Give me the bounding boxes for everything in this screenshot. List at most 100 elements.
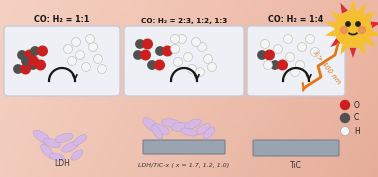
Circle shape bbox=[170, 35, 180, 44]
Circle shape bbox=[310, 47, 319, 56]
Ellipse shape bbox=[62, 142, 78, 152]
Circle shape bbox=[296, 61, 305, 70]
Text: LDH: LDH bbox=[54, 158, 70, 167]
Text: LDH/TiC-x ( x = 1.7, 1.2, 1.0): LDH/TiC-x ( x = 1.7, 1.2, 1.0) bbox=[138, 162, 229, 167]
Polygon shape bbox=[350, 0, 356, 10]
Ellipse shape bbox=[41, 144, 53, 158]
Circle shape bbox=[346, 22, 350, 26]
Polygon shape bbox=[325, 30, 336, 36]
FancyBboxPatch shape bbox=[247, 26, 345, 96]
Polygon shape bbox=[358, 44, 366, 55]
Circle shape bbox=[36, 60, 45, 70]
Circle shape bbox=[178, 35, 186, 44]
Polygon shape bbox=[366, 11, 376, 20]
Circle shape bbox=[187, 64, 197, 73]
Circle shape bbox=[208, 62, 217, 72]
Polygon shape bbox=[366, 38, 376, 47]
Circle shape bbox=[197, 42, 206, 52]
Text: TiC: TiC bbox=[290, 161, 302, 170]
Text: λ > 400 nm: λ > 400 nm bbox=[312, 49, 342, 85]
Polygon shape bbox=[325, 22, 336, 28]
Circle shape bbox=[284, 35, 293, 44]
Circle shape bbox=[341, 101, 350, 110]
Circle shape bbox=[263, 61, 273, 70]
Circle shape bbox=[265, 50, 274, 60]
FancyBboxPatch shape bbox=[253, 140, 339, 156]
Circle shape bbox=[76, 50, 85, 59]
Text: C: C bbox=[354, 113, 359, 122]
Circle shape bbox=[134, 51, 142, 59]
Circle shape bbox=[136, 40, 144, 48]
Polygon shape bbox=[350, 48, 356, 58]
Circle shape bbox=[192, 38, 200, 47]
Circle shape bbox=[297, 42, 307, 52]
Circle shape bbox=[305, 35, 314, 44]
Circle shape bbox=[163, 46, 172, 56]
Circle shape bbox=[358, 27, 366, 33]
Circle shape bbox=[291, 67, 299, 76]
Polygon shape bbox=[358, 3, 366, 14]
Ellipse shape bbox=[171, 122, 191, 132]
Circle shape bbox=[148, 61, 156, 69]
Circle shape bbox=[21, 64, 30, 74]
FancyBboxPatch shape bbox=[143, 140, 225, 154]
Polygon shape bbox=[341, 44, 348, 55]
Circle shape bbox=[22, 57, 30, 65]
Ellipse shape bbox=[43, 138, 60, 148]
Circle shape bbox=[14, 65, 22, 73]
Circle shape bbox=[38, 46, 47, 56]
Circle shape bbox=[98, 64, 107, 73]
Circle shape bbox=[170, 44, 180, 53]
Circle shape bbox=[141, 50, 150, 60]
Circle shape bbox=[71, 38, 81, 47]
Polygon shape bbox=[330, 38, 341, 47]
Circle shape bbox=[25, 50, 34, 60]
Circle shape bbox=[341, 127, 350, 136]
Circle shape bbox=[341, 113, 350, 122]
Text: H: H bbox=[354, 127, 360, 136]
Polygon shape bbox=[370, 22, 378, 28]
Circle shape bbox=[195, 67, 204, 76]
Ellipse shape bbox=[162, 119, 180, 127]
Ellipse shape bbox=[55, 133, 73, 143]
Circle shape bbox=[155, 60, 164, 70]
Ellipse shape bbox=[143, 118, 159, 132]
Circle shape bbox=[143, 39, 152, 49]
Text: CO: H₂ = 1:4: CO: H₂ = 1:4 bbox=[268, 15, 324, 24]
Circle shape bbox=[271, 61, 279, 69]
Circle shape bbox=[64, 44, 73, 53]
Text: CO: H₂ = 1:1: CO: H₂ = 1:1 bbox=[34, 15, 90, 24]
Circle shape bbox=[31, 47, 39, 55]
Circle shape bbox=[82, 62, 90, 72]
Ellipse shape bbox=[196, 123, 210, 135]
Circle shape bbox=[29, 61, 37, 69]
Circle shape bbox=[156, 47, 164, 55]
Polygon shape bbox=[330, 11, 341, 20]
Circle shape bbox=[335, 11, 371, 47]
Circle shape bbox=[18, 51, 26, 59]
Text: O: O bbox=[354, 101, 360, 110]
Circle shape bbox=[274, 44, 282, 53]
Circle shape bbox=[29, 56, 38, 66]
Ellipse shape bbox=[153, 124, 169, 134]
Ellipse shape bbox=[152, 125, 163, 139]
Ellipse shape bbox=[71, 150, 83, 160]
Polygon shape bbox=[370, 30, 378, 36]
Circle shape bbox=[203, 55, 212, 64]
Circle shape bbox=[258, 51, 266, 59]
Circle shape bbox=[174, 58, 183, 67]
Circle shape bbox=[68, 56, 76, 65]
Ellipse shape bbox=[33, 130, 51, 144]
Text: CO: H₂ = 2:3, 1:2, 1:3: CO: H₂ = 2:3, 1:2, 1:3 bbox=[141, 18, 227, 24]
Circle shape bbox=[285, 53, 294, 61]
Ellipse shape bbox=[181, 128, 197, 136]
Circle shape bbox=[85, 35, 94, 44]
Circle shape bbox=[260, 39, 270, 48]
Circle shape bbox=[278, 60, 287, 70]
FancyBboxPatch shape bbox=[4, 26, 120, 96]
Circle shape bbox=[341, 27, 347, 33]
Circle shape bbox=[88, 42, 98, 52]
Circle shape bbox=[93, 55, 102, 64]
Circle shape bbox=[183, 53, 192, 61]
Ellipse shape bbox=[50, 153, 64, 161]
